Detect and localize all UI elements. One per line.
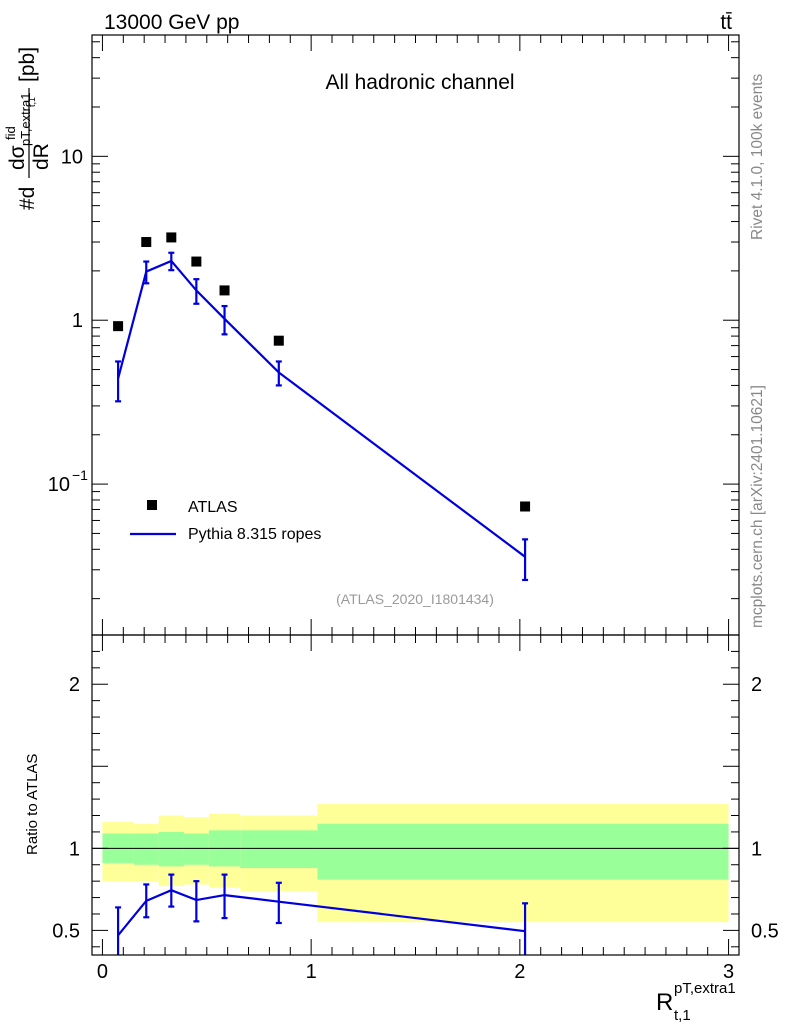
- ratio-y-axis-title: Ratio to ATLAS: [24, 754, 41, 855]
- atlas-data-point: [113, 321, 124, 332]
- ylabel-prefix: #d: [16, 187, 39, 210]
- atlas-data-point: [273, 335, 284, 346]
- energy-label: 13000 GeV pp: [104, 11, 239, 34]
- ylabel-num-sub2: t,1: [27, 97, 37, 107]
- process-label: tt̄: [720, 11, 732, 34]
- ratio-error-bars: [115, 873, 529, 955]
- ratio-y-tick-label-right: 0.5: [751, 920, 779, 942]
- ratio-panel: 0.5 0.5 1 1 2 2 0 1 2 3 Ratio to ATLAS R pT,extra…: [24, 634, 779, 1024]
- ratio-y-tick-label-right: 1: [751, 838, 762, 860]
- xlabel-sub: t,1: [674, 1007, 691, 1024]
- main-y-tick-label: 10: [48, 474, 70, 496]
- chart-title: All hadronic channel: [325, 71, 514, 94]
- ratio-inner-band: [240, 830, 318, 869]
- ratio-inner-band: [317, 823, 729, 880]
- main-ticks: [92, 35, 739, 635]
- atlas-data-point: [219, 285, 230, 296]
- pythia-line: [117, 259, 526, 558]
- ylabel-num: dσ: [6, 145, 29, 170]
- mcplots-label: mcplots.cern.ch [arXiv:2401.10621]: [749, 385, 766, 628]
- atlas-data-point: [191, 256, 202, 267]
- xlabel-sup: pT,extra1: [674, 980, 736, 997]
- xlabel-main: R: [656, 989, 673, 1016]
- analysis-id: (ATLAS_2020_I1801434): [336, 591, 494, 607]
- rivet-label: Rivet 4.1.0, 100k events: [749, 73, 766, 240]
- ratio-tick-labels: 0.5 0.5 1 1 2 2 0 1 2 3: [52, 674, 779, 983]
- ratio-frame: [91, 634, 740, 956]
- atlas-markers: [113, 232, 531, 512]
- ratio-y-tick-label: 0.5: [52, 920, 80, 942]
- ratio-y-tick-label: 1: [69, 838, 80, 860]
- x-tick-label: 3: [723, 961, 734, 983]
- ylabel-num-sup: fid: [3, 126, 18, 140]
- ratio-y-tick-label-right: 2: [751, 674, 762, 696]
- legend: ATLAS Pythia 8.315 ropes: [130, 499, 321, 543]
- pythia-error-bars: [115, 251, 529, 582]
- legend-atlas-marker: [147, 500, 157, 510]
- x-tick-label: 1: [306, 961, 317, 983]
- x-tick-label: 2: [514, 961, 525, 983]
- x-axis-title: R pT,extra1 t,1: [656, 980, 736, 1024]
- atlas-data-point: [166, 232, 177, 243]
- main-y-tick-exponent: −1: [72, 467, 88, 483]
- atlas-data-point: [141, 237, 152, 248]
- legend-pythia-label: Pythia 8.315 ropes: [188, 526, 321, 543]
- ratio-ticks: [92, 634, 739, 955]
- main-y-axis-title: #d dσ fid pT,extra1 t,1 dR [pb]: [3, 47, 53, 210]
- main-y-tick-label: 10: [61, 146, 83, 168]
- ylabel-den: dR: [30, 143, 53, 170]
- legend-atlas-label: ATLAS: [188, 499, 238, 516]
- ylabel-unit: [pb]: [16, 47, 39, 82]
- main-y-tick-label: 1: [72, 310, 83, 332]
- ratio-inner-band: [158, 831, 184, 867]
- ratio-y-tick-label: 2: [69, 674, 80, 696]
- atlas-data-point: [520, 501, 531, 512]
- ratio-inner-band: [133, 833, 159, 865]
- ratio-inner-band: [183, 833, 209, 865]
- x-tick-label: 0: [97, 961, 108, 983]
- main-frame: [91, 34, 740, 636]
